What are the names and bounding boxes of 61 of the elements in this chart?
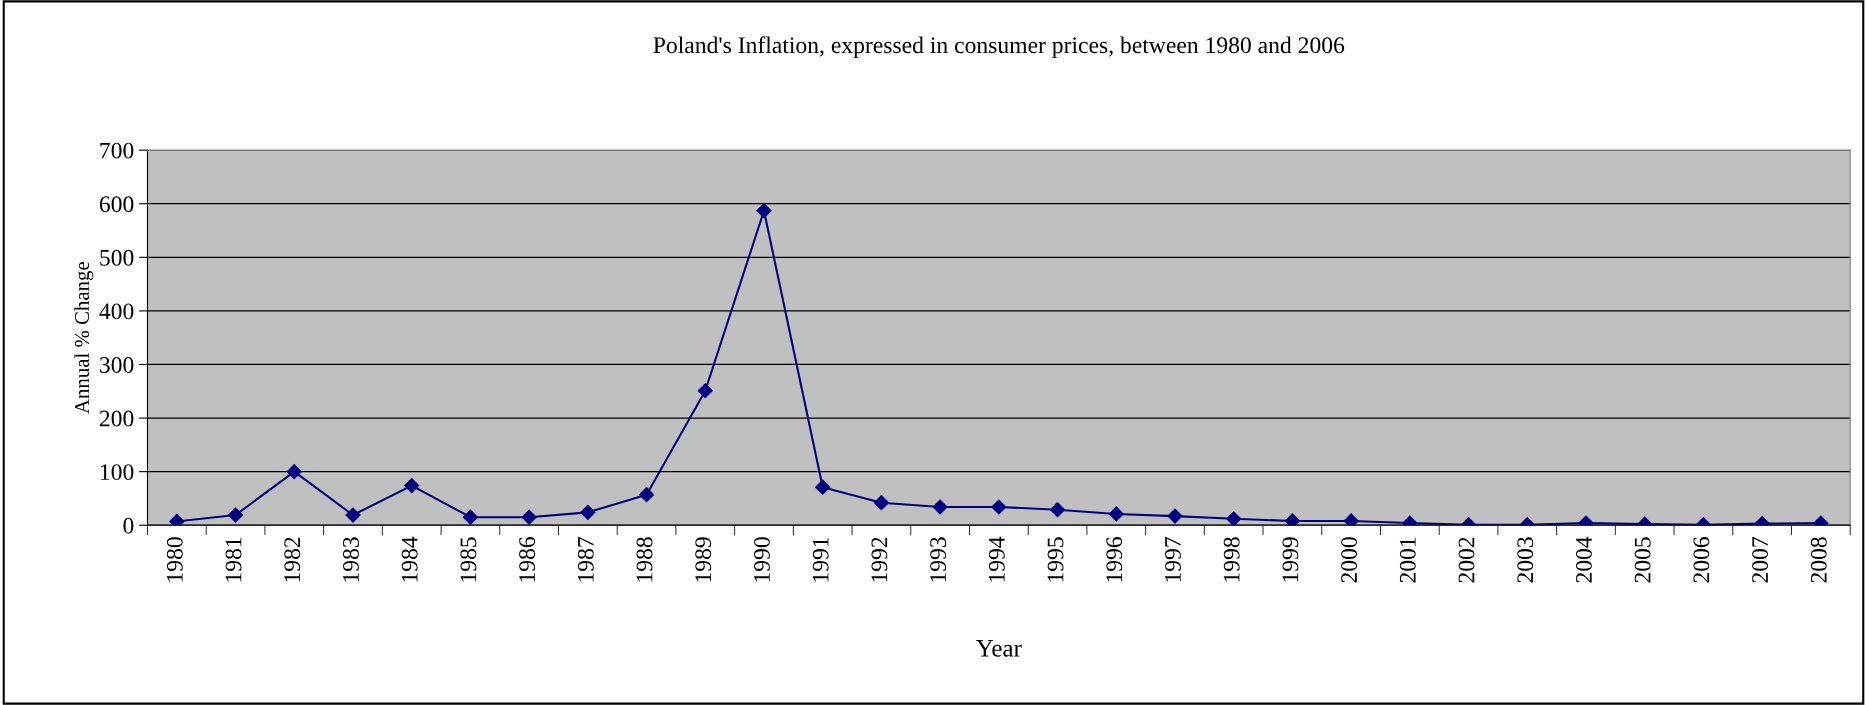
- point: [1108, 506, 1124, 522]
- y-tick-label: 400: [99, 303, 134, 320]
- y-tick-label: 300: [100, 356, 134, 373]
- x-tick-label: 1981: [225, 537, 242, 582]
- x-tick-label: 2007: [1752, 537, 1769, 583]
- point: [1167, 508, 1183, 524]
- point: [462, 509, 478, 525]
- point: [1226, 511, 1242, 526]
- point: [404, 478, 420, 494]
- y-axis-title: Annual % Change: [74, 262, 94, 414]
- x-axis-title: Year: [976, 640, 1022, 657]
- x-tick-label: 1998: [1223, 537, 1240, 582]
- point: [580, 504, 596, 520]
- x-tick-label: 1996: [1106, 537, 1123, 582]
- x-tick-label: 1986: [519, 537, 536, 582]
- point: [873, 495, 889, 511]
- chart-title: Poland's Inflation, expressed in consumer prices, between 1980 and 2006: [653, 36, 1345, 58]
- x-tick-label: 1980: [166, 537, 183, 582]
- x-tick-label: 1988: [636, 537, 653, 582]
- x-tick-label: 2000: [1341, 537, 1358, 583]
- x-tick-label: 2005: [1634, 537, 1651, 583]
- y-tick-label: 100: [100, 464, 134, 481]
- point: [815, 479, 831, 495]
- point: [169, 513, 185, 526]
- x-tick-label: 2002: [1458, 537, 1475, 583]
- x-tick-label: 2004: [1575, 536, 1592, 583]
- x-tick-label: 2003: [1517, 537, 1534, 583]
- point: [1284, 513, 1300, 526]
- y-tick-label: 700: [100, 142, 134, 159]
- point: [756, 203, 772, 219]
- x-tick-label: 1984: [401, 536, 418, 582]
- point: [991, 499, 1007, 515]
- y-tick-label: 500: [100, 249, 134, 266]
- x-tick-label: 1995: [1047, 537, 1064, 582]
- y-tick-label: 200: [99, 410, 134, 427]
- point: [697, 383, 713, 399]
- x-tick-label: 1994: [988, 536, 1005, 582]
- point: [227, 507, 244, 523]
- x-tick-label: 1985: [460, 537, 477, 582]
- x-tick-label: 1993: [930, 537, 947, 582]
- x-tick-label: 1992: [871, 537, 888, 582]
- point: [1049, 502, 1066, 518]
- x-tick-label: 2006: [1693, 537, 1710, 583]
- y-tick-label: 600: [99, 196, 134, 213]
- point: [932, 499, 948, 515]
- x-tick-label: 1989: [695, 537, 712, 582]
- x-tick-label: 1983: [342, 537, 359, 582]
- x-tick-label: 1999: [1282, 537, 1299, 582]
- x-tick-label: 1990: [753, 537, 770, 582]
- x-tick-label: 2008: [1810, 537, 1827, 583]
- x-tick-label: 1997: [1165, 537, 1181, 582]
- x-tick-label: 1987: [577, 537, 594, 582]
- point: [286, 464, 302, 480]
- point: [521, 509, 537, 525]
- point: [638, 487, 655, 503]
- x-tick-label: 1991: [812, 537, 829, 582]
- point: [1343, 513, 1359, 526]
- x-tick-label: 2001: [1399, 537, 1416, 583]
- point: [345, 507, 361, 523]
- x-tick-label: 1982: [284, 537, 301, 582]
- y-tick-label: 0: [123, 517, 134, 534]
